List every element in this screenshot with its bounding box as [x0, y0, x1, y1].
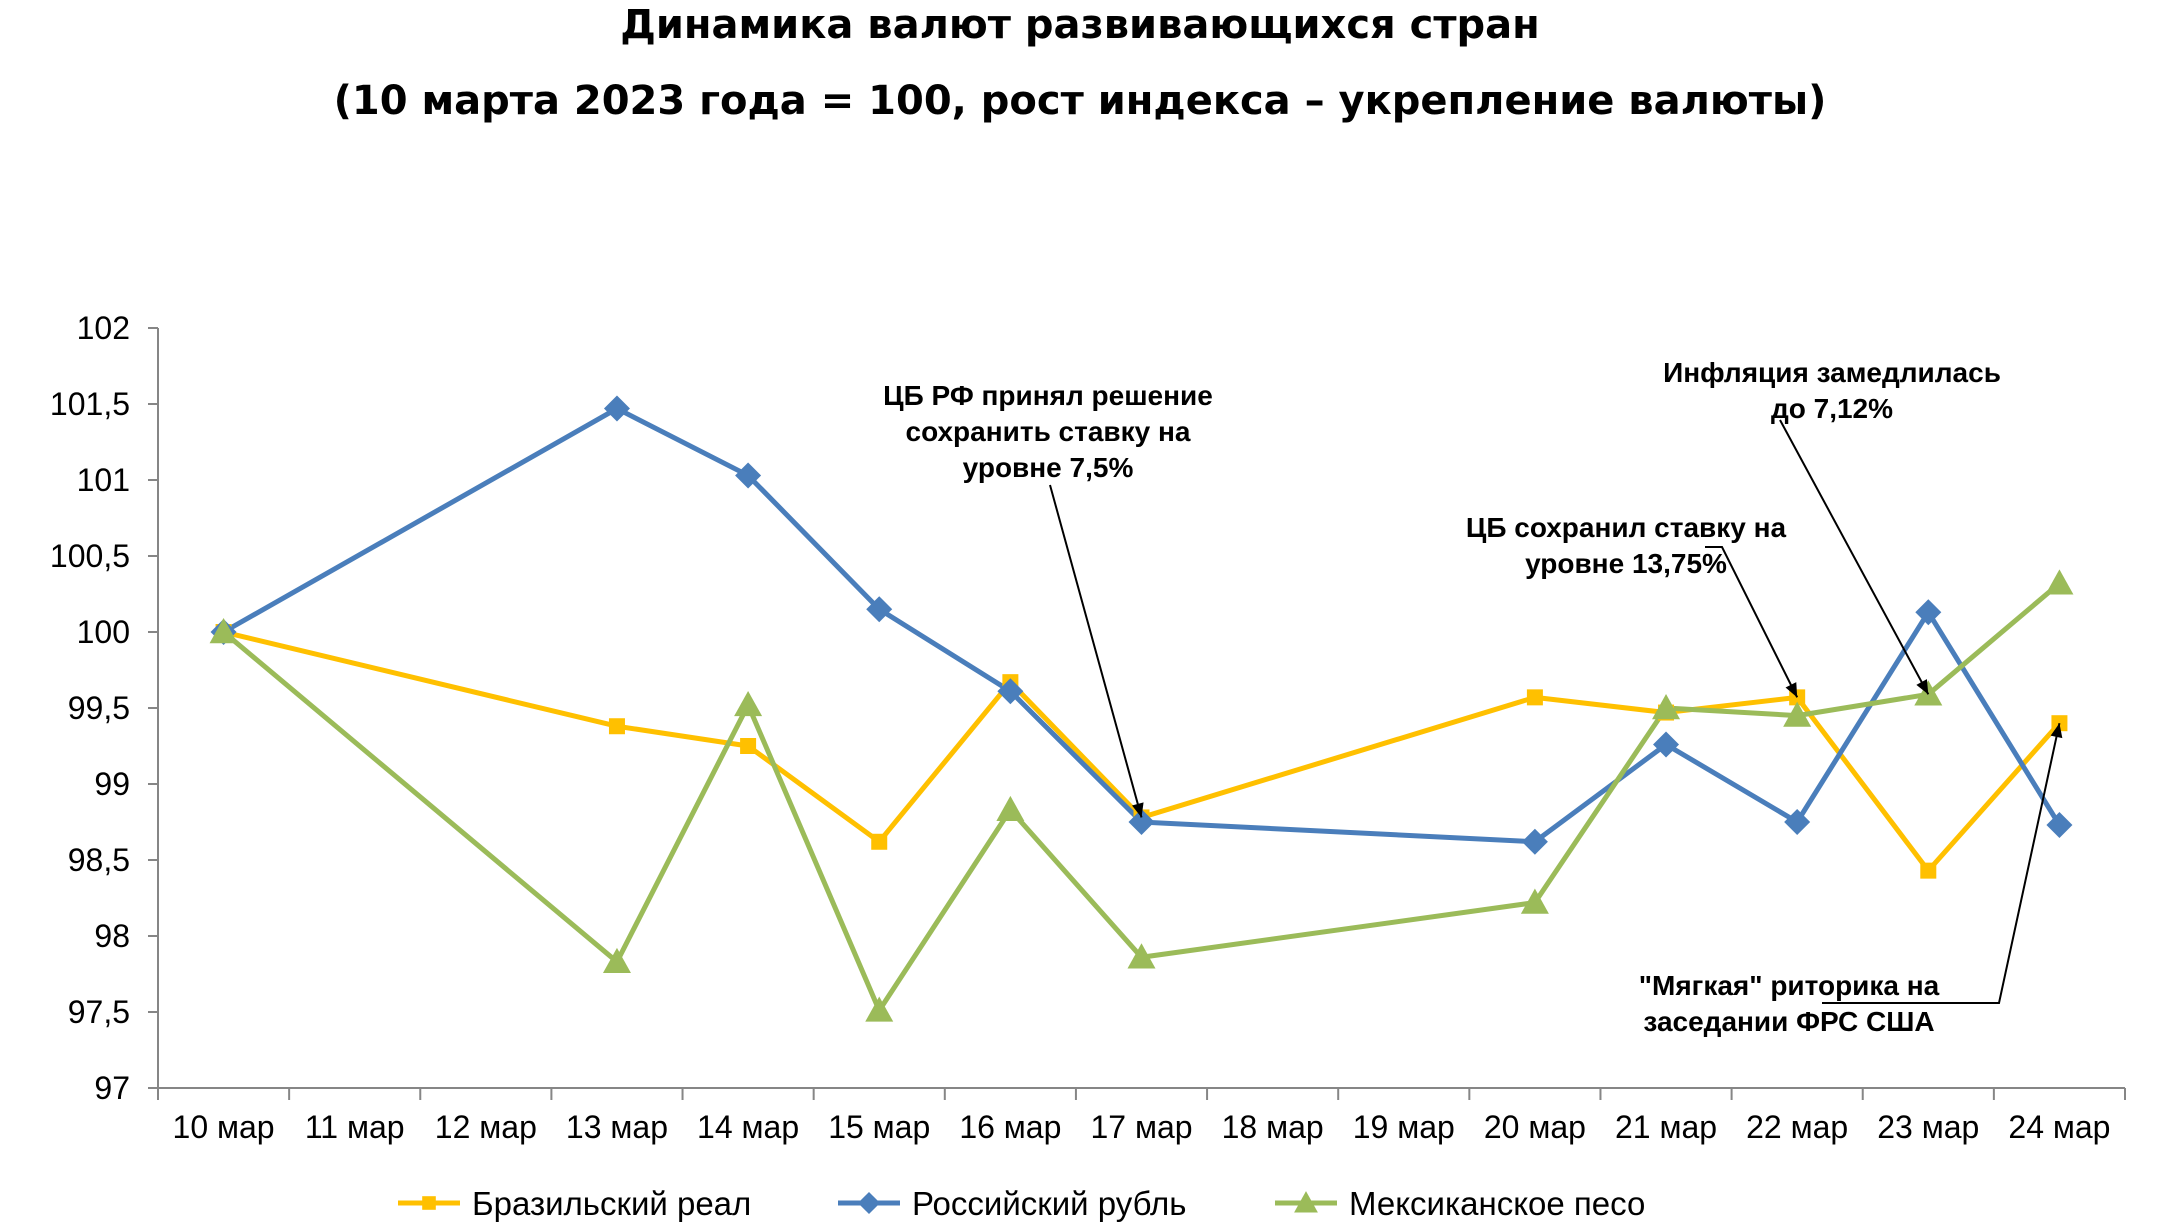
x-tick-label: 16 мар [959, 1109, 1061, 1145]
data-point-mexican-peso [996, 795, 1025, 822]
data-point-mexican-peso [1783, 701, 1812, 727]
legend-label: Российский рубль [912, 1185, 1186, 1222]
data-point-brazilian-real [1526, 689, 1543, 706]
y-tick-label: 99 [94, 766, 130, 802]
x-tick-label: 14 мар [697, 1109, 799, 1145]
x-tick-label: 10 мар [173, 1109, 275, 1145]
y-tick-label: 97 [94, 1070, 130, 1106]
x-tick-label: 24 мар [2008, 1109, 2110, 1145]
legend-marker [857, 1191, 881, 1215]
annotation-arrowhead [1132, 802, 1144, 818]
annotation-text: уровне 13,75% [1525, 548, 1727, 579]
x-tick-label: 18 мар [1222, 1109, 1324, 1145]
y-tick-label: 101,5 [50, 386, 130, 422]
y-tick-label: 98,5 [68, 842, 130, 878]
y-tick-label: 100,5 [50, 538, 130, 574]
x-tick-label: 22 мар [1746, 1109, 1848, 1145]
data-point-mexican-peso [209, 618, 238, 644]
annotation-leader-line [1049, 484, 1143, 818]
data-point-mexican-peso [865, 996, 894, 1022]
x-tick-label: 19 мар [1353, 1109, 1455, 1145]
data-point-mexican-peso [602, 947, 631, 974]
data-point-mexican-peso [734, 690, 763, 717]
y-tick-label: 99,5 [68, 690, 130, 726]
annotation-text: ЦБ РФ принял решение [883, 380, 1213, 411]
data-point-russian-ruble [1784, 809, 1811, 835]
data-point-russian-ruble [1128, 809, 1155, 835]
annotation-text: ЦБ сохранил ставку на [1466, 512, 1787, 543]
data-point-mexican-peso [1652, 694, 1681, 720]
x-tick-label: 17 мар [1090, 1109, 1192, 1145]
annotation-text: "Мягкая" риторика на [1639, 970, 1940, 1001]
data-point-mexican-peso [2045, 569, 2074, 595]
data-point-mexican-peso [1520, 888, 1549, 914]
x-tick-label: 23 мар [1877, 1109, 1979, 1145]
data-point-russian-ruble [735, 462, 762, 489]
legend-marker [422, 1196, 436, 1210]
annotation-text: сохранить ставку на [906, 416, 1191, 447]
y-tick-label: 100 [77, 614, 130, 650]
x-tick-label: 20 мар [1484, 1109, 1586, 1145]
legend-label: Бразильский реал [472, 1185, 751, 1222]
series-line-russian-ruble [222, 406, 2062, 845]
y-tick-label: 102 [77, 310, 130, 346]
chart-title: Динамика валют развивающихся стран [620, 2, 1540, 48]
annotation-text: до 7,12% [1771, 393, 1893, 424]
annotation-text: уровне 7,5% [963, 452, 1134, 483]
chart-subtitle: (10 марта 2023 года = 100, рост индекса … [333, 78, 1827, 124]
annotation-leader-line [1779, 419, 1930, 695]
annotation-text: заседании ФРС США [1643, 1006, 1934, 1037]
annotation-arrowhead [2050, 723, 2063, 739]
data-point-russian-ruble [997, 678, 1024, 705]
legend-label: Мексиканское песо [1349, 1185, 1645, 1222]
y-tick-label: 97,5 [68, 994, 130, 1030]
x-tick-label: 11 мар [305, 1109, 405, 1145]
data-point-brazilian-real [1920, 862, 1937, 879]
annotation-arrowhead [1916, 679, 1929, 695]
legend-marker [1294, 1191, 1318, 1213]
data-point-russian-ruble [1915, 599, 1942, 626]
annotation-arrowhead [1785, 682, 1798, 698]
data-point-russian-ruble [1521, 828, 1548, 855]
x-tick-label: 21 мар [1615, 1109, 1717, 1145]
data-point-mexican-peso [1127, 943, 1156, 969]
y-tick-label: 98 [94, 918, 130, 954]
data-point-russian-ruble [2046, 812, 2073, 839]
data-point-brazilian-real [740, 738, 757, 754]
x-tick-label: 13 мар [566, 1109, 668, 1145]
data-point-brazilian-real [871, 833, 888, 850]
y-tick-label: 101 [77, 462, 130, 498]
x-tick-label: 15 мар [828, 1109, 930, 1145]
x-tick-label: 12 мар [435, 1109, 537, 1145]
annotation-leader-line [1705, 546, 1799, 698]
data-point-russian-ruble [603, 395, 630, 422]
data-point-russian-ruble [1653, 731, 1680, 758]
data-point-brazilian-real [608, 718, 625, 735]
annotation-text: Инфляция замедлилась [1663, 357, 2001, 388]
data-point-russian-ruble [866, 596, 893, 623]
annotation-leader-line [1822, 722, 2061, 1004]
